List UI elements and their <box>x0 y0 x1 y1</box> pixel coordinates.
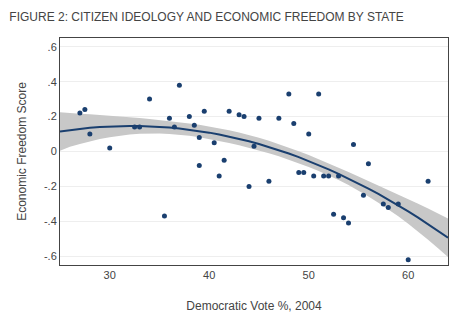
svg-text:40: 40 <box>203 269 215 281</box>
svg-text:50: 50 <box>303 269 315 281</box>
svg-text:0: 0 <box>51 145 57 157</box>
svg-text:Democratic Vote %, 2004: Democratic Vote %, 2004 <box>186 299 322 313</box>
svg-text:.6: .6 <box>48 41 57 53</box>
svg-text:FIGURE 2: CITIZEN IDEOLOGY AND: FIGURE 2: CITIZEN IDEOLOGY AND ECONOMIC … <box>9 10 404 24</box>
svg-text:.4: .4 <box>48 76 57 88</box>
svg-text:Economic Freedom Score: Economic Freedom Score <box>15 82 29 221</box>
svg-text:-.2: -.2 <box>44 180 57 192</box>
svg-text:60: 60 <box>402 269 414 281</box>
svg-text:.2: .2 <box>48 110 57 122</box>
svg-text:-.4: -.4 <box>44 215 57 227</box>
svg-text:30: 30 <box>104 269 116 281</box>
svg-text:-.6: -.6 <box>44 250 57 262</box>
